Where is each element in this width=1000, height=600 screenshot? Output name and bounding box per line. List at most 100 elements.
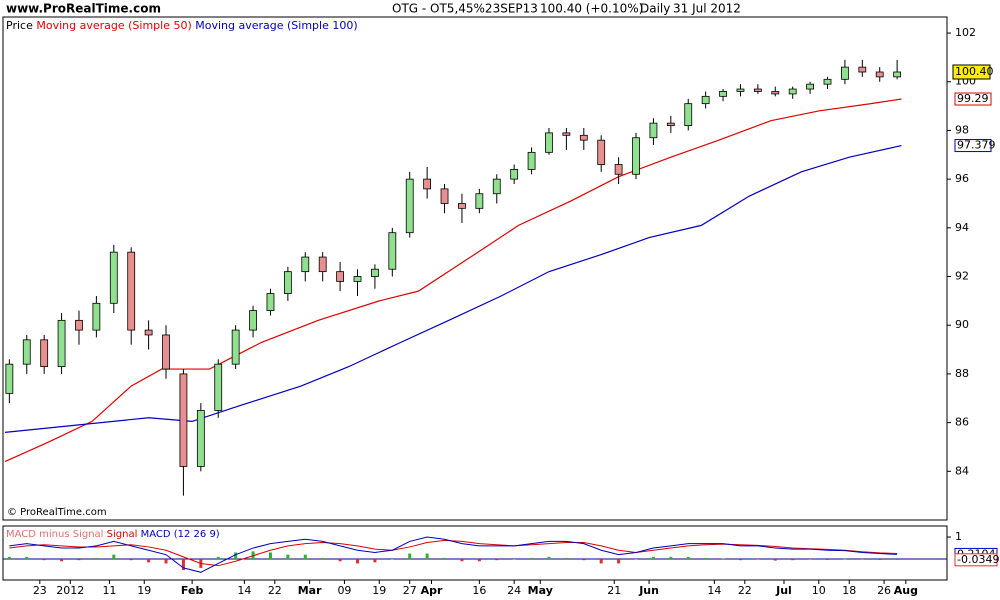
candle-body bbox=[649, 122, 658, 139]
x-tick-label: Jul bbox=[775, 584, 792, 597]
legend-hist: MACD minus Signal bbox=[6, 529, 103, 540]
legend-price: Price bbox=[6, 19, 33, 32]
histogram-bar bbox=[895, 559, 899, 560]
histogram-bar bbox=[826, 559, 829, 560]
y-tick-label: 86 bbox=[955, 416, 969, 429]
histogram-bar bbox=[599, 559, 603, 564]
macd-legend: MACD minus Signal Signal MACD (12 26 9) bbox=[6, 529, 220, 540]
candle-body bbox=[214, 363, 223, 411]
candle-body bbox=[788, 88, 797, 95]
moving-average bbox=[4, 144, 902, 433]
x-tick-label: 14 bbox=[237, 584, 251, 597]
candle-body bbox=[5, 363, 14, 394]
histogram-bar bbox=[42, 559, 46, 561]
histogram-bar bbox=[390, 559, 394, 560]
candle-body bbox=[806, 83, 814, 90]
y-tick-label: 98 bbox=[955, 123, 969, 136]
candle-body bbox=[249, 310, 257, 331]
histogram-bar bbox=[286, 554, 290, 560]
y-tick-label: 102 bbox=[955, 26, 976, 39]
histogram-bar bbox=[477, 559, 481, 562]
histogram-bar bbox=[808, 559, 812, 560]
histogram-bar bbox=[356, 559, 359, 564]
candle-body bbox=[458, 203, 466, 209]
last-value-box bbox=[954, 553, 998, 567]
candle-body bbox=[858, 66, 867, 73]
macd-panel bbox=[2, 525, 948, 581]
histogram-bar bbox=[268, 552, 272, 560]
macd-line bbox=[9, 536, 898, 573]
histogram-bar bbox=[634, 559, 638, 560]
histogram-bar bbox=[460, 559, 464, 562]
histogram-bar bbox=[425, 553, 429, 560]
candle-body bbox=[353, 276, 362, 282]
candle-body bbox=[579, 134, 588, 141]
y-tick-label: 1 bbox=[955, 530, 962, 543]
last-price-box bbox=[952, 64, 991, 80]
candle-body bbox=[75, 319, 83, 331]
y-tick-label: 88 bbox=[955, 367, 969, 380]
histogram-bar bbox=[303, 554, 307, 560]
histogram-bar bbox=[60, 559, 64, 562]
histogram-bar bbox=[216, 556, 220, 560]
last-value-box bbox=[954, 92, 992, 106]
histogram-bar bbox=[373, 559, 377, 563]
candle-body bbox=[614, 164, 623, 175]
candle-body bbox=[405, 178, 414, 234]
candle-body bbox=[40, 339, 49, 368]
histogram-bar bbox=[738, 559, 742, 561]
x-tick-label: 09 bbox=[337, 584, 351, 597]
histogram-bar bbox=[94, 557, 98, 560]
legend-macd: MACD bbox=[141, 529, 171, 540]
candle-body bbox=[492, 178, 501, 195]
price-panel bbox=[2, 16, 948, 521]
candle-body bbox=[266, 293, 275, 312]
x-tick-label: 10 bbox=[812, 584, 826, 597]
candle-body bbox=[92, 302, 101, 331]
histogram-bar bbox=[112, 554, 116, 560]
histogram-bar bbox=[704, 557, 708, 560]
x-tick-label: 21 bbox=[607, 584, 621, 597]
candle-body bbox=[283, 271, 292, 294]
candle-body bbox=[388, 232, 397, 270]
instrument: OTG - OT5,45%23SEP13 bbox=[392, 2, 538, 16]
histogram-bar bbox=[512, 559, 516, 560]
moving-average bbox=[4, 98, 902, 463]
histogram-bar bbox=[321, 557, 325, 560]
x-tick-label: 22 bbox=[268, 584, 282, 597]
y-tick-label: 94 bbox=[955, 221, 969, 234]
candle-body bbox=[440, 188, 449, 204]
y-tick-label: 92 bbox=[955, 270, 969, 283]
y-tick-label: 96 bbox=[955, 172, 969, 185]
last-value-label: 99.29 bbox=[957, 92, 989, 105]
candle-body bbox=[562, 132, 571, 136]
last-price-label: 100.40 bbox=[955, 65, 994, 78]
x-tick-label: 23 bbox=[33, 584, 47, 597]
histogram-bar bbox=[408, 553, 412, 560]
histogram-bar bbox=[547, 556, 551, 560]
candle-body bbox=[318, 256, 327, 273]
period: Daily bbox=[640, 2, 670, 16]
histogram-bar bbox=[756, 559, 760, 560]
histogram-bar bbox=[25, 556, 29, 560]
histogram-bar bbox=[878, 559, 882, 560]
histogram-bar bbox=[251, 551, 255, 560]
x-tick-label: May bbox=[528, 584, 553, 597]
candle-body bbox=[753, 88, 762, 92]
histogram-bar bbox=[495, 559, 499, 561]
legend-ma100: Moving average (Simple 100) bbox=[195, 19, 357, 32]
candle-body bbox=[736, 88, 745, 92]
histogram-bar bbox=[791, 559, 795, 561]
candle-body bbox=[231, 329, 240, 365]
x-tick-label: 14 bbox=[707, 584, 721, 597]
histogram-bar bbox=[530, 557, 534, 560]
histogram-bar bbox=[7, 556, 11, 560]
x-tick-label: Jun bbox=[638, 584, 659, 597]
x-tick-label: Feb bbox=[181, 584, 204, 597]
y-tick-label: 90 bbox=[955, 318, 969, 331]
legend-params: (12 26 9) bbox=[174, 529, 220, 540]
candle-body bbox=[719, 91, 727, 97]
histogram-bar bbox=[129, 559, 133, 561]
